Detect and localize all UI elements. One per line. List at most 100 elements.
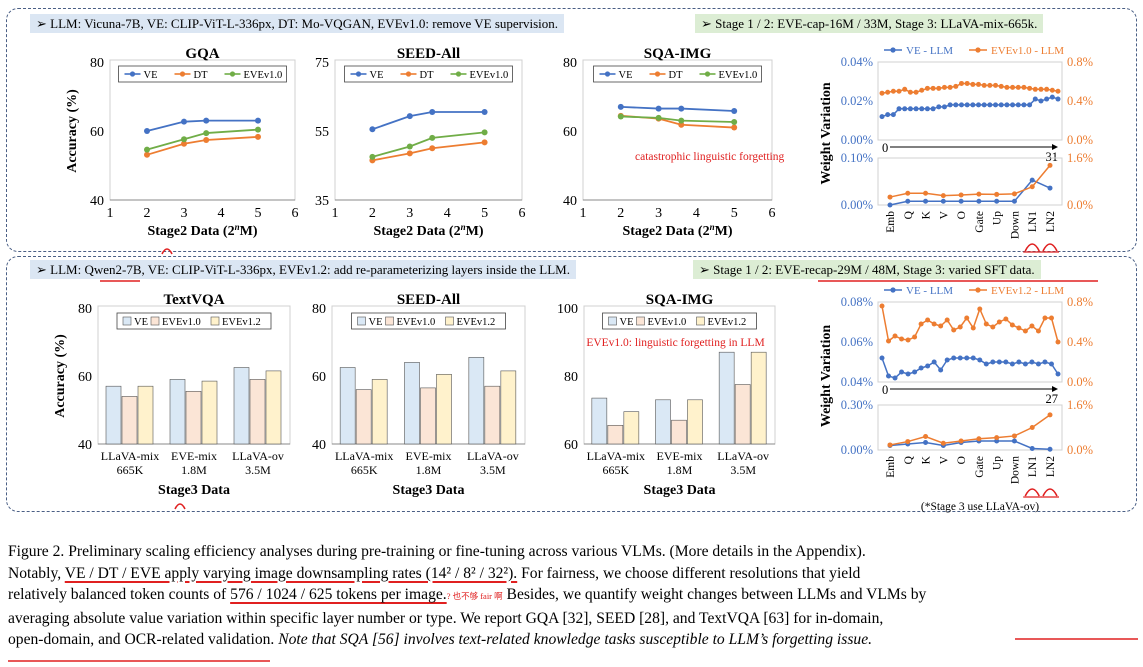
wv_bot_layers-right-ytick: 0.4%: [1067, 335, 1093, 349]
seed_top-xtick-label: 3: [406, 206, 413, 221]
gqa-xtick-label: 2: [144, 206, 151, 221]
wv_top_layers-point-ve-llm: [970, 102, 976, 108]
sqa_bot-ytick-label: 100: [557, 302, 578, 317]
wv_top_layers-point-ve-llm: [885, 112, 891, 118]
wv_top_layers-left-ytick: 0.02%: [841, 94, 873, 108]
sqa_bot-category-sublabel: 665K: [602, 463, 629, 477]
wv_top_layers-point-evev1-0-llm: [919, 87, 925, 93]
sqa_top-legend-entry-dt: DT: [669, 70, 684, 81]
wv_top_layers-point-evev1-0-llm: [1044, 86, 1050, 92]
wv_bot_types-point-ve-llm: [923, 440, 929, 445]
sqa_bot-bar-evev1-0: [607, 424, 624, 445]
seed_bot-category-sublabel: 665K: [351, 463, 378, 477]
seed_top-x-axis-label: Stage2 Data (2nM): [373, 222, 483, 239]
seed_top-point-ve: [429, 109, 436, 116]
wv_top_layers-point-evev1-0-llm: [964, 80, 970, 86]
wv_bot_types-point-evev1-2-llm: [1029, 425, 1035, 430]
wv_bot_layers-point-evev1-2-llm: [1035, 328, 1041, 334]
wv_bot_layers-point-ve-llm: [944, 357, 950, 363]
wv_bot_layers-point-evev1-2-llm: [964, 315, 970, 321]
seed_bot-category-sublabel: 3.5M: [480, 463, 506, 477]
wv_top_layers-plot-frame: [877, 61, 1063, 141]
sqa_bot-legend-swatch-ve: [608, 316, 617, 326]
wv_top_layers-point-evev1-0-llm: [1027, 85, 1033, 91]
wv_top_types-point-evev1-0-llm: [1011, 191, 1017, 197]
seed_top-xtick-label: 2: [369, 206, 376, 221]
wv_top_layers-series-line-ve-llm: [881, 96, 1059, 118]
wv_top_layers-point-ve-llm: [1032, 96, 1038, 102]
textvqa-handwritten-mark: [174, 503, 186, 510]
gqa-point-evev1-0: [203, 130, 210, 137]
wv_top_layers-point-ve-llm: [919, 106, 925, 112]
gqa-point-dt: [203, 136, 210, 143]
wv_bot_layers-point-evev1-2-llm: [931, 321, 937, 327]
seed_top-xtick-label: 1: [332, 206, 339, 221]
sqa_top-point-ve: [678, 105, 685, 112]
seed_top-point-ve: [481, 109, 488, 116]
wv_top_types-right-ytick: 1.6%: [1067, 151, 1093, 165]
wv_top_layers-point-evev1-0-llm: [902, 86, 908, 92]
wv_top_layers-point-evev1-0-llm: [987, 82, 993, 88]
wv_bot_layers-point-ve-llm: [990, 359, 996, 365]
seed_top-point-ve: [406, 113, 413, 120]
wv_top_types-point-ve-llm: [887, 202, 893, 208]
wv_bot_layers-point-ve-llm: [964, 355, 970, 361]
seed_bot-legend-entry-evev1-0: EVEv1.0: [397, 317, 436, 328]
seed_bot-bar-evev1-2: [436, 373, 452, 445]
wv_top_types-point-ve-llm: [905, 198, 911, 204]
wv_bot_layers-left-ytick: 0.06%: [841, 335, 873, 349]
wv_top_layers-layer-start: 0: [882, 141, 888, 155]
wv_bot_layers-point-ve-llm: [1016, 359, 1022, 365]
gqa-point-evev1-0: [144, 146, 150, 153]
seed_top-xtick-label: 6: [519, 206, 526, 221]
wv_top_layers-right-ytick: 0.8%: [1067, 55, 1093, 69]
sqa_top-xtick-label: 6: [769, 206, 776, 221]
wv_top_layers-point-evev1-0-llm: [907, 89, 913, 95]
wv_bot_layers-point-ve-llm: [951, 355, 957, 361]
wv_top_types-handwritten-mark: [1024, 243, 1040, 252]
wv_top_layers-point-ve-llm: [1049, 94, 1055, 100]
wv_top_types-point-evev1-0-llm: [994, 191, 1000, 197]
wv_top_types-left-ytick: 0.10%: [841, 151, 873, 165]
textvqa-bar-evev1-0: [121, 396, 138, 445]
wv_bot_types-point-evev1-2-llm: [1011, 433, 1017, 439]
seed_bot-bar-evev1-0: [484, 385, 501, 445]
wv_top_layers-point-ve-llm: [998, 102, 1004, 108]
wv_top_layers-point-evev1-0-llm: [879, 90, 885, 96]
textvqa-bar-evev1-2: [201, 380, 218, 445]
wv_bot_layers-point-ve-llm: [918, 365, 924, 371]
wv_top_layers-point-evev1-0-llm: [1015, 84, 1021, 90]
sqa_top-point-ve: [655, 105, 662, 112]
gqa-point-dt: [255, 133, 261, 140]
sqa_top-point-evev1-0: [678, 117, 685, 124]
sqa_top-legend-entry-evev1-0: EVEv1.0: [719, 70, 758, 81]
top-row-stage-header: ➢ Stage 1 / 2: EVE-cap-16M / 33M, Stage …: [695, 14, 1044, 33]
wv_top_layers-point-ve-llm: [902, 106, 908, 112]
seed_top-legend-entry-dt: DT: [420, 70, 435, 81]
wv_top_layers-layer-end: 31: [1046, 150, 1059, 164]
sqa_top-point-evev1-0: [655, 114, 662, 121]
wv_top_types-point-evev1-0-llm: [940, 193, 946, 199]
wv_top_layers-legend-entry-evev1-0-llm: EVEv1.0 - LLM: [991, 45, 1064, 57]
sqa_bot-category-label: EVE-mix: [657, 449, 703, 463]
gqa-point-evev1-0: [181, 136, 187, 143]
wv_top_layers-point-evev1-0-llm: [1010, 84, 1016, 90]
sqa_top-xtick-label: 5: [731, 206, 738, 221]
wv_bot_types-point-evev1-2-llm: [958, 438, 964, 444]
sqa_top-ytick-label: 40: [563, 194, 577, 209]
wv_top_layers-point-ve-llm: [913, 106, 919, 112]
textvqa-legend-swatch-evev1-0: [150, 316, 160, 326]
wv_top_types-point-evev1-0-llm: [887, 194, 893, 200]
wv_bot_layers-point-evev1-2-llm: [970, 325, 976, 331]
seed_bot-bar-evev1-2: [371, 379, 388, 445]
sqa_top-series-line-ve: [620, 105, 735, 112]
wv_bot_layers-point-evev1-2-llm: [944, 317, 950, 323]
wv_top_layers-point-ve-llm: [924, 106, 930, 112]
wv_bot_types-category-label: Gate: [974, 456, 986, 478]
gqa-legend-entry-dt: DT: [194, 70, 209, 81]
gqa-xtick-label: 5: [255, 206, 262, 221]
wv_top_types-point-ve-llm: [994, 198, 1000, 204]
wv_bot_types-point-ve-llm: [1011, 438, 1017, 444]
wv_bot_types-category-label: Emb: [885, 456, 897, 478]
wv_bot_types-category-label: Up: [992, 456, 1004, 470]
